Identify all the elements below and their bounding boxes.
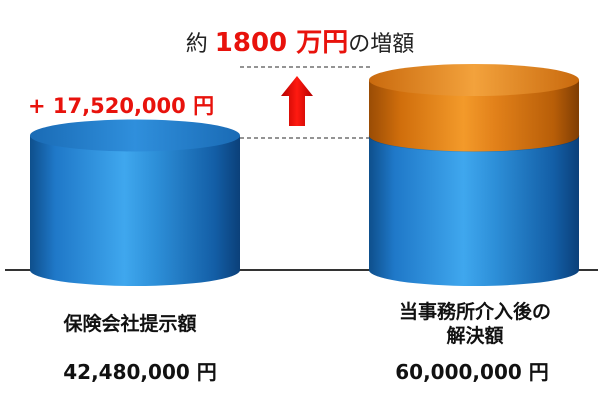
title-prefix: 約 (185, 32, 208, 57)
cylinder-base-body-0 (30, 135, 240, 286)
increase-annotation: + 17,520,000 円 (28, 94, 215, 118)
cylinder-increase-cap-1 (369, 64, 579, 96)
category-label-insurer: 保険会社提示額 (20, 312, 240, 336)
category-label-settlement-line1: 当事務所介入後の (398, 301, 551, 323)
increase-arrow (281, 76, 313, 126)
bars-layer (30, 64, 580, 286)
value-label-settlement: 60,000,000 円 (395, 360, 549, 384)
cylinder-increase-body-1 (369, 80, 579, 152)
category-label-insurer-line1: 保険会社提示額 (63, 313, 197, 335)
value-label-insurer: 42,480,000 円 (63, 360, 217, 384)
category-label-settlement-line2: 解決額 (446, 325, 504, 347)
title-highlight: 1800 万円 (214, 28, 349, 58)
chart-title: 約 1800 万円の増額 (0, 22, 600, 59)
cylinder-base-cap-0 (30, 119, 240, 152)
category-label-settlement: 当事務所介入後の 解決額 (360, 300, 590, 348)
title-suffix: の増額 (348, 32, 415, 57)
cylinder-base-body-1 (369, 135, 579, 286)
